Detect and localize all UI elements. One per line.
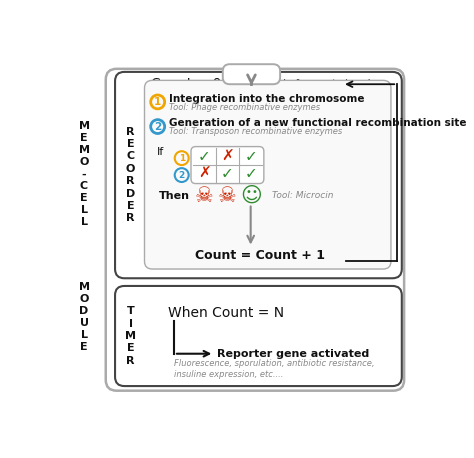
FancyBboxPatch shape: [191, 147, 264, 184]
Text: ✓: ✓: [244, 166, 257, 181]
FancyBboxPatch shape: [115, 286, 402, 386]
Text: Count = 0: Count = 0: [151, 77, 221, 91]
Text: ✓: ✓: [221, 166, 234, 181]
Text: Tool: Phage recombinative enzymes: Tool: Phage recombinative enzymes: [169, 103, 319, 112]
Text: Fluorescence, sporulation, antibiotic resistance,
insuline expression, etc....: Fluorescence, sporulation, antibiotic re…: [174, 360, 374, 379]
Text: Count = Count + 1: Count = Count + 1: [195, 249, 325, 262]
Text: ☠: ☠: [195, 186, 214, 206]
Text: 2: 2: [154, 121, 161, 131]
FancyBboxPatch shape: [106, 69, 404, 391]
Text: M
O
D
U
L
E: M O D U L E: [79, 282, 90, 352]
FancyBboxPatch shape: [115, 72, 402, 278]
Text: Generation of a new functional recombination site: Generation of a new functional recombina…: [169, 119, 466, 129]
Text: ✓: ✓: [198, 149, 210, 164]
Text: Integration into the chromosome: Integration into the chromosome: [169, 94, 364, 104]
Text: If: If: [156, 147, 164, 157]
Text: Ready for next signal: Ready for next signal: [260, 79, 370, 89]
Text: Tool: Transposon recombinative enzymes: Tool: Transposon recombinative enzymes: [169, 127, 342, 136]
Text: When Count = N: When Count = N: [168, 306, 284, 320]
Text: Then: Then: [158, 191, 190, 201]
Text: 1: 1: [179, 153, 185, 163]
Text: Tool: Microcin: Tool: Microcin: [273, 191, 334, 200]
Text: M
E
M
O
-
C
E
L
L: M E M O - C E L L: [79, 121, 90, 227]
FancyBboxPatch shape: [145, 80, 391, 269]
Text: ☠: ☠: [218, 186, 237, 206]
Text: 2: 2: [179, 170, 185, 180]
Text: ☺: ☺: [240, 186, 262, 206]
Text: ✓: ✓: [244, 149, 257, 164]
Text: T
I
M
E
R: T I M E R: [125, 306, 136, 366]
Text: Signal: Signal: [230, 67, 273, 81]
Text: 1: 1: [154, 97, 161, 107]
FancyBboxPatch shape: [223, 64, 280, 84]
Text: Reporter gene activated: Reporter gene activated: [218, 349, 370, 359]
Text: ✗: ✗: [198, 166, 210, 181]
Text: ✗: ✗: [221, 149, 234, 164]
Text: R
E
C
O
R
D
E
R: R E C O R D E R: [126, 127, 135, 224]
